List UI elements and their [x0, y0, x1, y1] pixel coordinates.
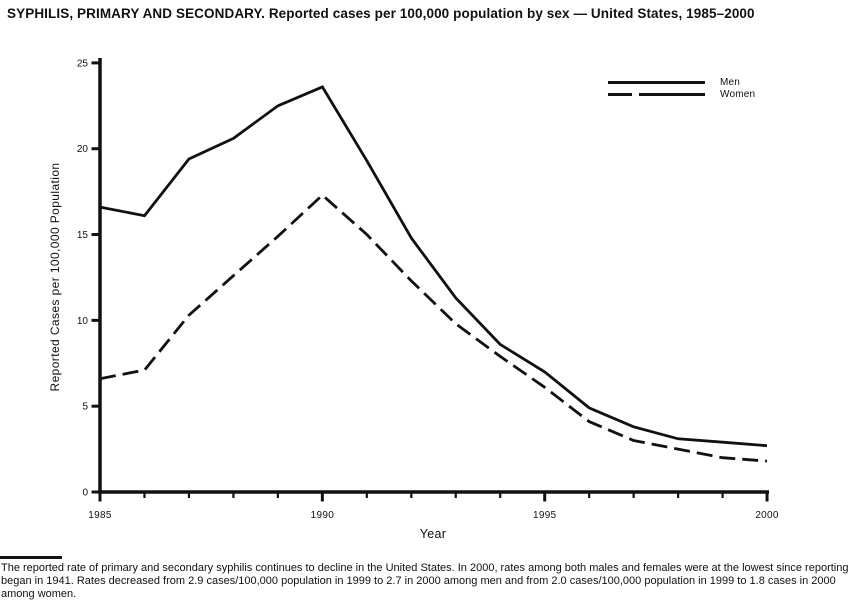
legend-label-men: Men — [720, 76, 741, 88]
footnote-text: The reported rate of primary and seconda… — [1, 562, 849, 600]
legend-label-women: Women — [720, 88, 756, 100]
x-tick-label: 1995 — [533, 510, 557, 521]
y-tick-label: 20 — [77, 144, 89, 155]
y-tick-label: 0 — [82, 488, 88, 499]
x-tick-label: 2000 — [755, 510, 779, 521]
women-line-sample-icon — [608, 92, 705, 96]
y-tick-label: 25 — [77, 58, 89, 69]
chart-title: SYPHILIS, PRIMARY AND SECONDARY. Reporte… — [7, 6, 755, 21]
legend: Men Women — [608, 76, 755, 100]
men-line — [99, 85, 768, 448]
y-axis-label: Reported Cases per 100,000 Population — [48, 162, 62, 392]
line-chart: 0 5 10 15 20 25 1985 1990 1995 2000 — [77, 58, 779, 521]
footnote-divider — [0, 556, 62, 559]
men-line-sample-icon — [608, 80, 705, 84]
legend-item-men: Men — [608, 76, 755, 88]
y-tick-label: 15 — [77, 230, 89, 241]
x-tick-label: 1985 — [88, 510, 112, 521]
women-line — [99, 193, 768, 463]
x-axis-label: Year — [419, 527, 447, 541]
y-tick-label: 5 — [82, 402, 88, 413]
x-tick-label: 1990 — [311, 510, 335, 521]
legend-item-women: Women — [608, 88, 755, 100]
y-tick-label: 10 — [77, 316, 89, 327]
